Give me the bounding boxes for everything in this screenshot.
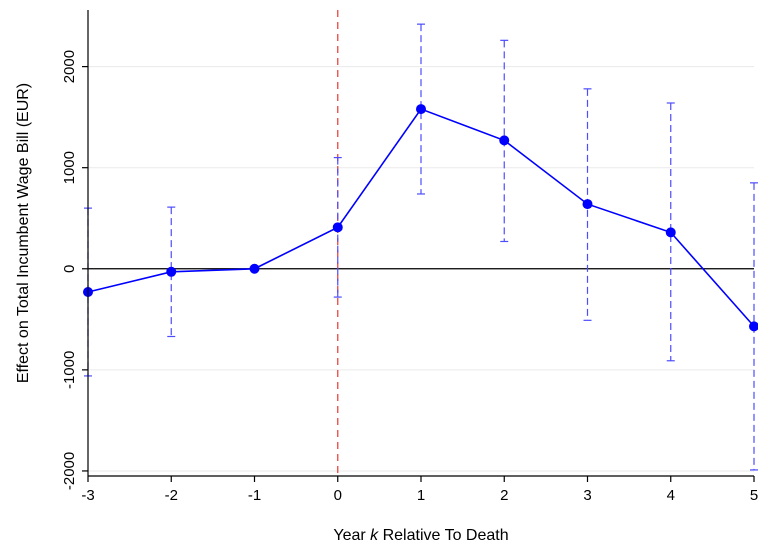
data-point xyxy=(166,266,177,277)
data-point xyxy=(749,321,758,332)
y-tick-label: 0 xyxy=(61,265,78,273)
axes xyxy=(82,10,755,482)
confidence-intervals xyxy=(84,23,758,471)
x-tick-label: -3 xyxy=(81,487,94,504)
series-line xyxy=(87,108,755,327)
data-point xyxy=(249,263,260,274)
tick-labels: -2000 -1000 0 1000 2000 -3 -2 -1 0 1 2 3 4 5 xyxy=(61,50,758,504)
x-tick-label: 0 xyxy=(334,487,342,504)
x-axis-title-suffix: Relative To Death xyxy=(378,527,508,544)
x-axis-title: Year k Relative To Death xyxy=(333,527,508,544)
y-axis-title: Effect on Total Incumbent Wage Bill (EUR… xyxy=(15,83,32,383)
x-axis-title-prefix: Year xyxy=(333,527,370,544)
series-line-layer xyxy=(87,108,755,327)
x-tick-label: -2 xyxy=(165,487,178,504)
y-tick-label: -1000 xyxy=(61,351,78,389)
y-tick-label: 2000 xyxy=(61,50,78,83)
x-axis-title-variable: k xyxy=(370,527,379,544)
reference-lines xyxy=(88,10,754,476)
data-point xyxy=(332,222,343,233)
x-tick-label: -1 xyxy=(248,487,261,504)
data-point xyxy=(499,135,510,146)
data-point xyxy=(665,227,676,238)
y-tick-label: 1000 xyxy=(61,151,78,184)
x-tick-label: 5 xyxy=(750,487,758,504)
x-tick-label: 3 xyxy=(583,487,591,504)
x-tick-label: 4 xyxy=(667,487,675,504)
data-point xyxy=(582,199,593,210)
x-tick-label: 1 xyxy=(417,487,425,504)
y-tick-label: -2000 xyxy=(61,452,78,490)
series-points xyxy=(83,104,758,332)
data-point xyxy=(416,104,426,115)
x-tick-label: 2 xyxy=(500,487,508,504)
